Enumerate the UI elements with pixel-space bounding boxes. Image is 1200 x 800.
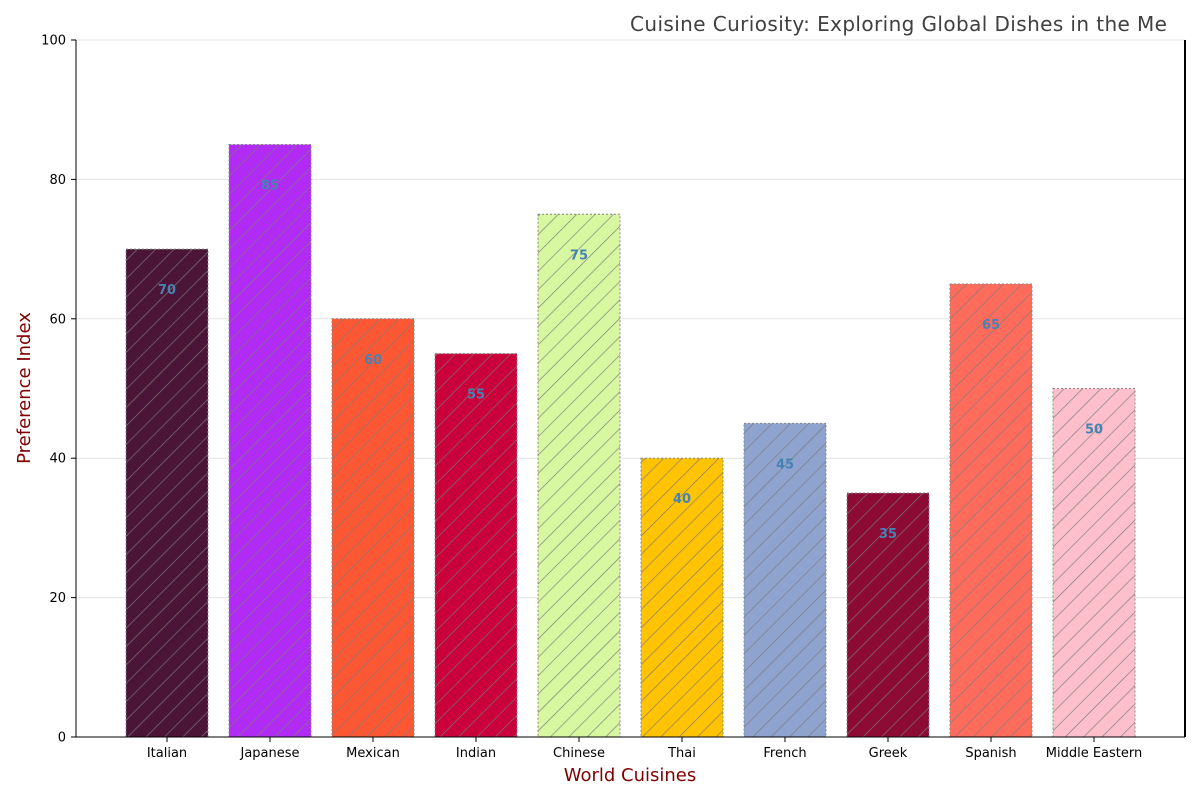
value-label: 75 (570, 248, 588, 263)
value-label: 70 (158, 283, 176, 298)
axes (75, 40, 1186, 738)
y-axis-label: Preference Index (14, 312, 35, 464)
value-label: 65 (982, 318, 1000, 333)
tick-labels: 0 20 40 60 80 100 Italian Japanese Mexican Indian… (41, 34, 1142, 762)
y-tick-label: 100 (41, 34, 66, 49)
x-tick-label: Italian (147, 746, 187, 761)
y-tick-label: 20 (49, 591, 66, 606)
x-tick-label: Greek (869, 746, 908, 761)
x-tick-label: Indian (456, 746, 496, 761)
chart-title: Cuisine Curiosity: Exploring Global Dish… (630, 12, 1167, 36)
x-tick-label: Japanese (239, 746, 299, 761)
value-label: 50 (1085, 423, 1103, 438)
bars (125, 144, 1136, 738)
x-tick-label: Middle Eastern (1046, 746, 1142, 761)
bar-mexican (331, 318, 415, 738)
y-tick-label: 0 (58, 731, 66, 746)
bar-spanish (949, 283, 1033, 738)
x-tick-label: Mexican (346, 746, 400, 761)
bar-indian (434, 353, 518, 738)
x-tick-label: Chinese (553, 746, 605, 761)
value-label: 45 (776, 457, 794, 472)
value-label: 35 (879, 527, 897, 542)
y-tick-label: 60 (49, 312, 66, 327)
y-tick-label: 80 (49, 173, 66, 188)
bar-chinese (537, 213, 621, 738)
value-label: 60 (364, 353, 382, 368)
x-tick-label: French (763, 746, 806, 761)
value-labels: 70 85 60 55 75 40 45 35 65 50 (158, 179, 1103, 542)
value-label: 85 (261, 179, 279, 194)
bar-middle-eastern (1052, 388, 1136, 738)
bar-japanese (228, 144, 312, 738)
x-axis-label: World Cuisines (564, 765, 697, 786)
y-tick-label: 40 (49, 452, 66, 467)
bar-italian (125, 248, 209, 738)
x-tick-label: Thai (667, 746, 696, 761)
value-label: 40 (673, 492, 691, 507)
value-label: 55 (467, 388, 485, 403)
x-tick-label: Spanish (965, 746, 1016, 761)
